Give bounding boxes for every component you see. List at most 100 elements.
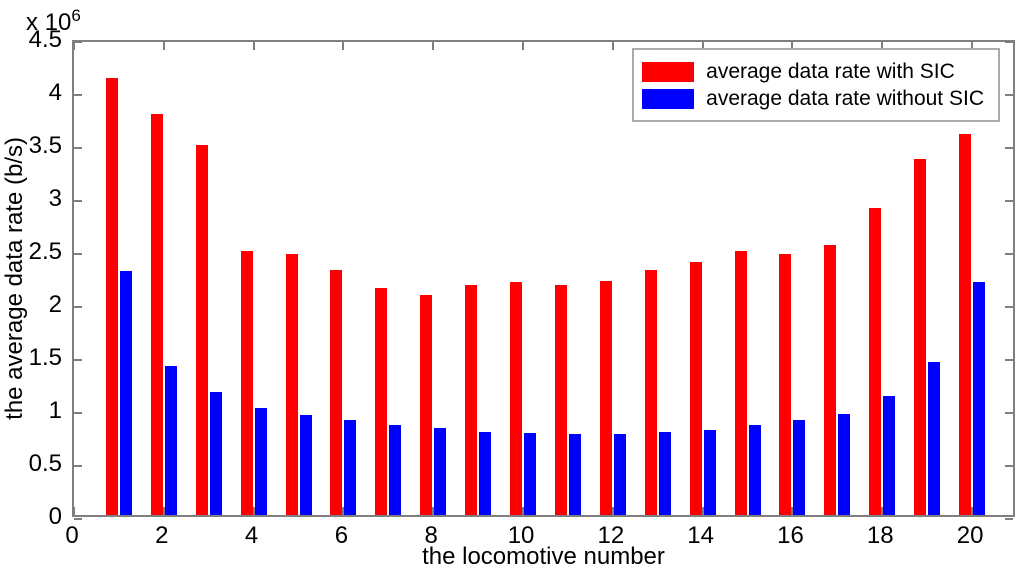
x-tick-mark	[432, 507, 435, 515]
x-tick-label: 12	[597, 522, 625, 549]
legend: average data rate with SIC average data …	[632, 48, 1000, 122]
bar-with-sic	[375, 288, 388, 515]
x-tick-mark	[342, 507, 345, 515]
y-tick-mark-right	[1005, 41, 1013, 43]
y-tick-mark-right	[1005, 94, 1013, 96]
x-tick-mark-top	[701, 42, 704, 50]
y-tick-label: 2.5	[28, 238, 62, 265]
y-tick-mark-right	[1005, 518, 1013, 520]
y-tick-label: 4.5	[28, 26, 62, 53]
bar-with-sic	[465, 284, 478, 515]
bar-with-sic	[644, 270, 657, 515]
bar-without-sic	[344, 419, 357, 515]
y-axis-multiplier-base: x 10	[26, 9, 72, 36]
y-tick-mark	[74, 306, 82, 308]
bar-with-sic	[330, 270, 343, 515]
y-tick-mark	[74, 200, 82, 202]
bar-with-sic	[105, 78, 118, 515]
x-tick-mark	[162, 507, 165, 515]
x-tick-mark-top	[791, 42, 794, 50]
bar-without-sic	[434, 428, 447, 515]
y-tick-mark-right	[1005, 200, 1013, 202]
legend-entry-without-sic: average data rate without SIC	[642, 85, 984, 112]
x-tick-label: 14	[687, 522, 714, 549]
y-tick-label: 3	[48, 185, 62, 212]
bar-with-sic	[240, 251, 253, 515]
bar-without-sic	[793, 419, 806, 515]
bar-with-sic	[510, 281, 523, 515]
bar-with-sic	[599, 280, 612, 515]
y-tick-mark	[74, 465, 82, 467]
y-tick-mark-right	[1005, 147, 1013, 149]
y-tick-mark	[74, 147, 82, 149]
bar-with-sic	[824, 244, 837, 515]
x-tick-mark	[522, 507, 525, 515]
bar-without-sic	[838, 414, 851, 515]
bar-without-sic	[164, 365, 177, 515]
bar-without-sic	[299, 415, 312, 515]
y-tick-mark	[74, 253, 82, 255]
x-tick-mark	[881, 507, 884, 515]
x-tick-mark	[701, 507, 704, 515]
y-tick-mark	[74, 412, 82, 414]
x-tick-mark-top	[73, 42, 75, 50]
y-tick-mark-right	[1005, 465, 1013, 467]
bar-without-sic	[524, 433, 537, 515]
x-tick-label: 4	[244, 522, 259, 549]
bar-without-sic	[209, 392, 222, 515]
bar-without-sic	[703, 430, 716, 515]
legend-label-with-sic: average data rate with SIC	[706, 59, 955, 83]
x-tick-label: 18	[866, 522, 894, 549]
x-tick-label: 20	[956, 522, 984, 549]
x-tick-mark-top	[162, 42, 165, 50]
y-tick-mark-right	[1005, 253, 1013, 255]
y-tick-label: 0.5	[28, 450, 62, 477]
y-tick-mark-right	[1005, 412, 1013, 414]
x-tick-mark	[971, 507, 974, 515]
bar-with-sic	[195, 145, 208, 515]
bar-without-sic	[613, 434, 626, 515]
x-tick-mark-top	[611, 42, 614, 50]
bar-without-sic	[883, 396, 896, 515]
bar-with-sic	[150, 114, 163, 515]
bar-with-sic	[285, 254, 298, 515]
bar-with-sic	[959, 134, 972, 515]
bar-with-sic	[914, 158, 927, 515]
y-axis-multiplier: x 106	[26, 4, 81, 35]
y-tick-mark-right	[1005, 359, 1013, 361]
y-tick-mark	[74, 94, 82, 96]
bar-without-sic	[973, 281, 986, 515]
bar-with-sic	[779, 254, 792, 515]
x-tick-label: 10	[507, 522, 535, 549]
bar-with-sic	[554, 284, 567, 515]
bar-without-sic	[658, 432, 671, 515]
x-tick-mark	[611, 507, 614, 515]
x-tick-mark-top	[432, 42, 435, 50]
x-tick-mark-top	[881, 42, 884, 50]
y-tick-mark-right	[1005, 306, 1013, 308]
bar-without-sic	[479, 432, 492, 515]
x-tick-label: 2	[155, 522, 169, 549]
x-tick-mark-top	[252, 42, 255, 50]
bar-without-sic	[254, 407, 267, 515]
bar-without-sic	[928, 362, 941, 515]
plot-area: average data rate with SIC average data …	[72, 40, 1015, 520]
bar-without-sic	[389, 424, 402, 515]
x-tick-label: 6	[334, 522, 349, 549]
x-tick-mark	[252, 507, 255, 515]
x-tick-label: 8	[424, 522, 438, 549]
y-tick-label: 2	[48, 291, 62, 318]
y-tick-label: 1	[48, 397, 62, 424]
x-tick-mark-top	[342, 42, 345, 50]
x-tick-mark	[791, 507, 794, 515]
x-tick-label: 0	[65, 522, 79, 549]
x-tick-mark-top	[971, 42, 974, 50]
bar-without-sic	[568, 434, 581, 515]
bar-with-sic	[689, 261, 702, 515]
y-tick-mark	[74, 41, 82, 43]
y-axis-label: the average data rate (b/s)	[1, 137, 28, 420]
bar-without-sic	[119, 271, 132, 515]
bar-with-sic	[734, 251, 747, 515]
x-tick-mark-top	[522, 42, 525, 50]
